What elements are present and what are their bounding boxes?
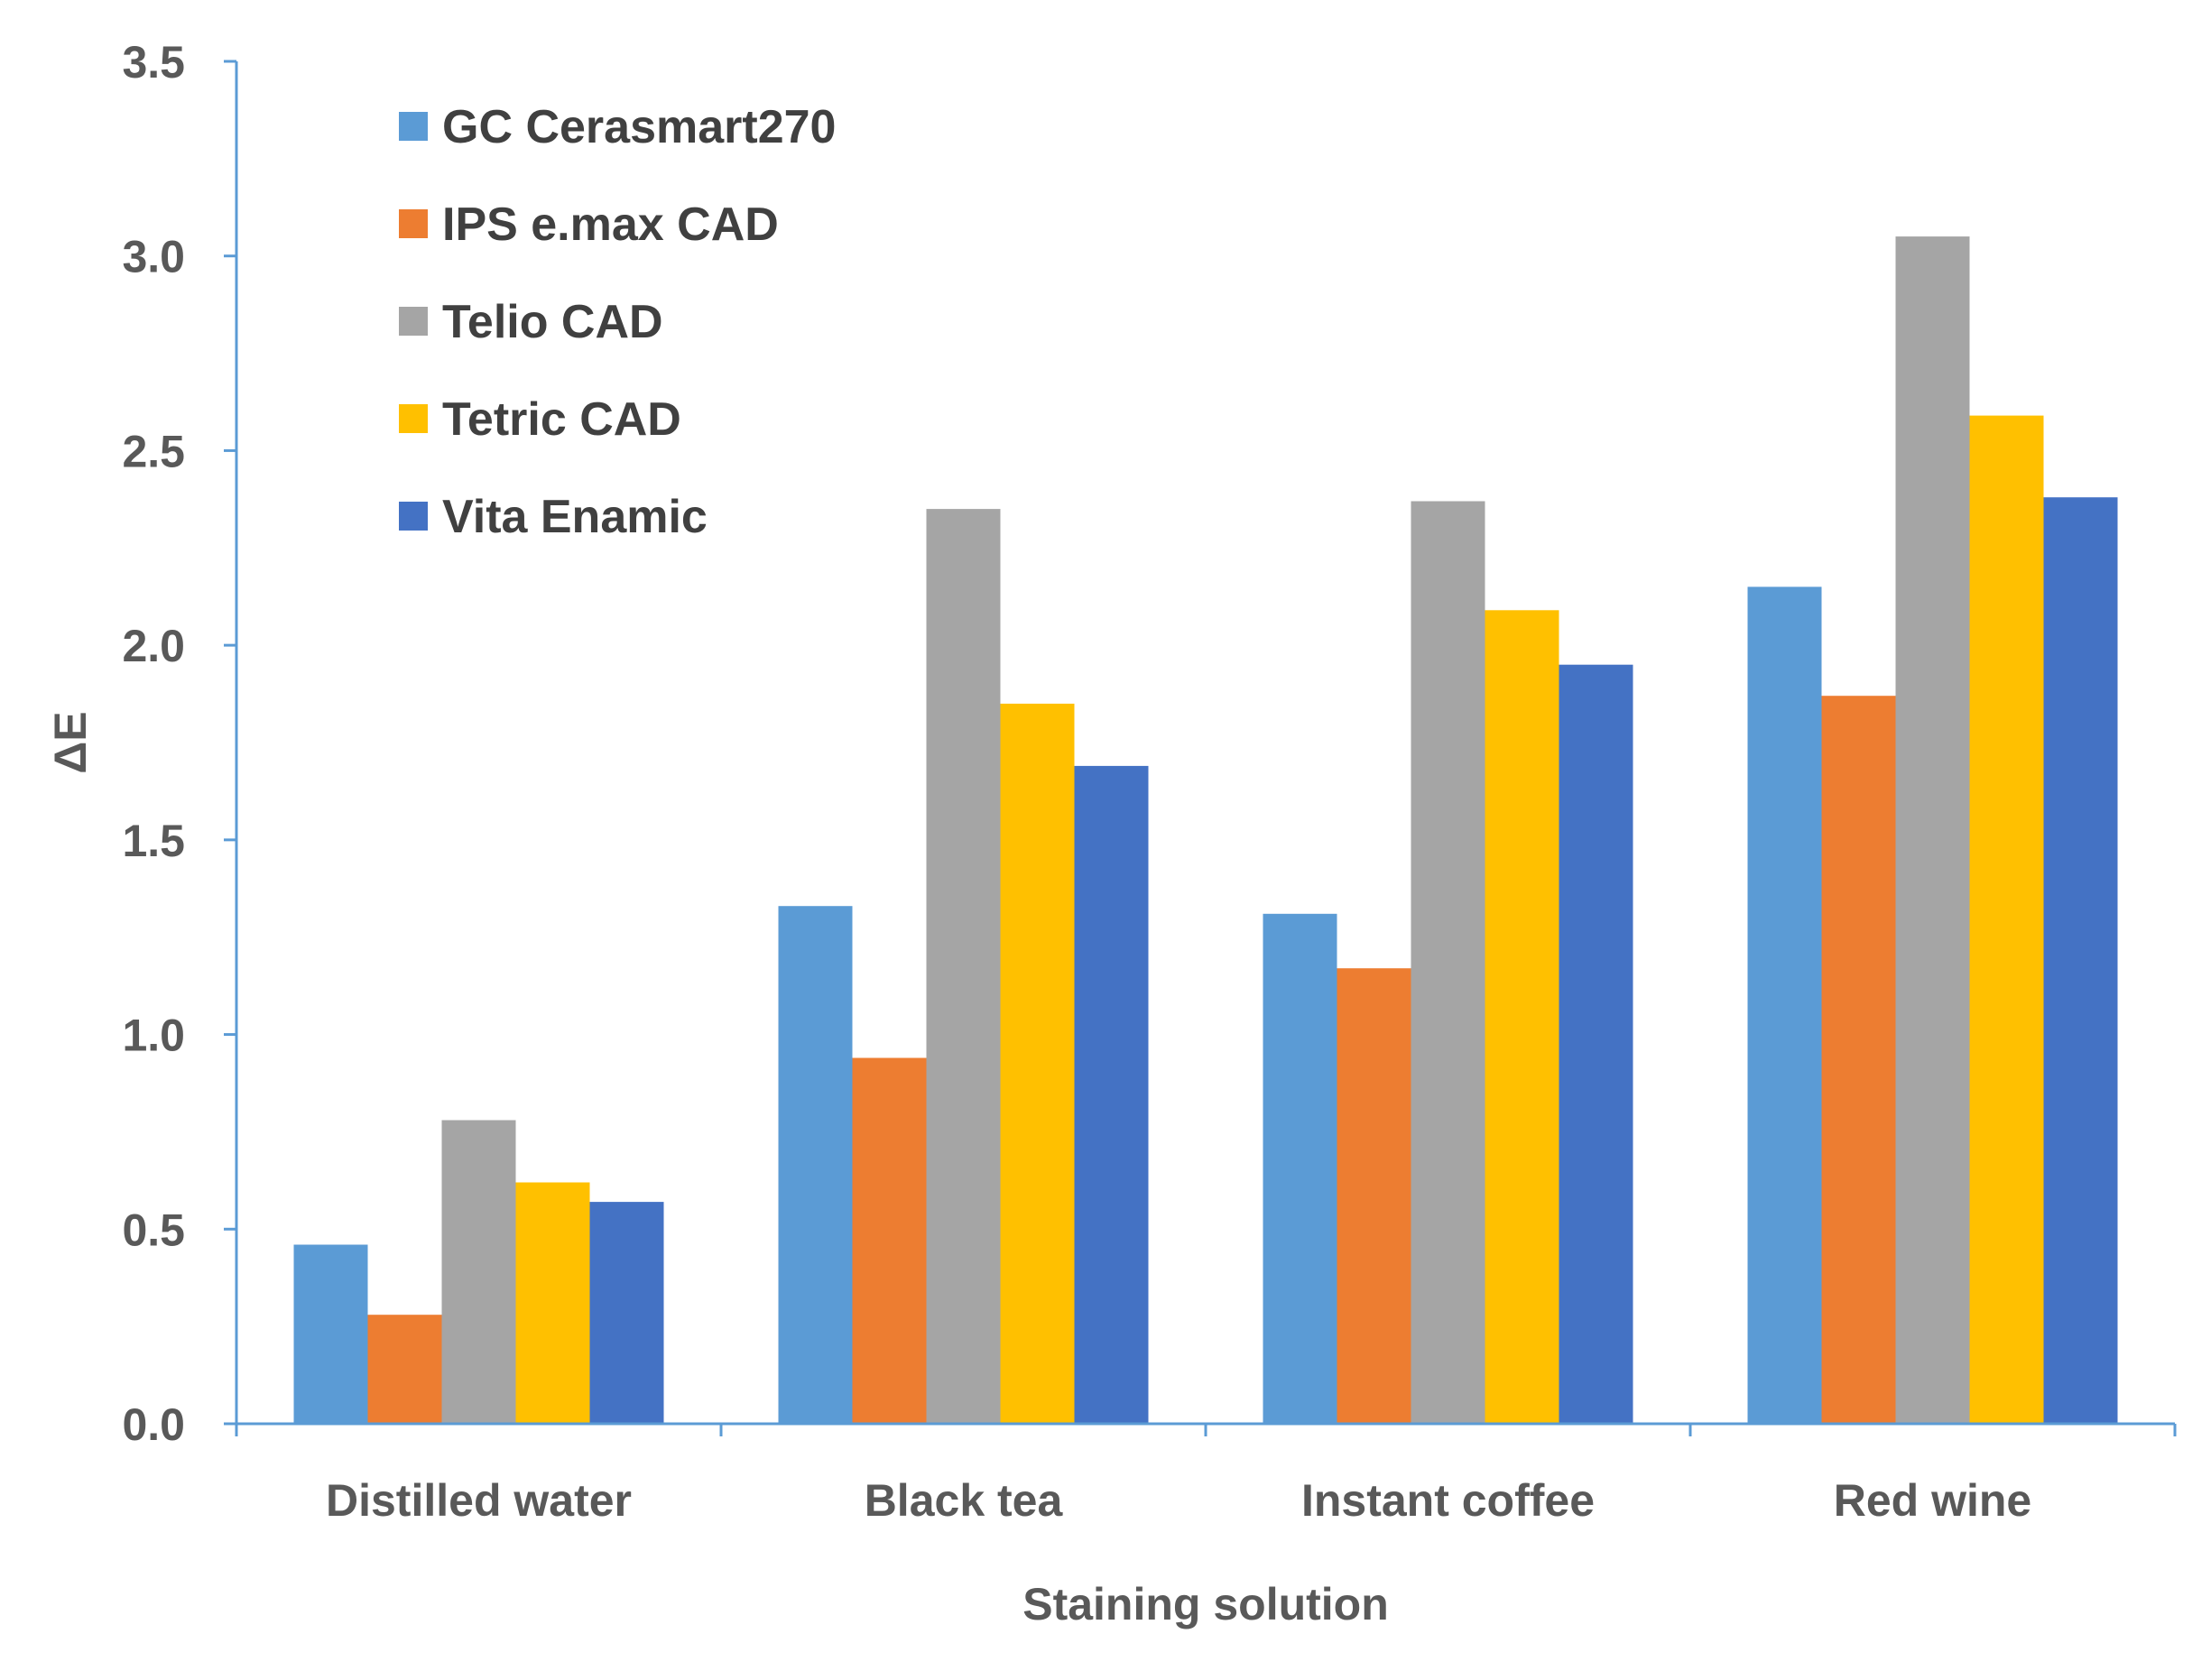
y-tick-label: 2.5 [122,426,185,476]
y-tick-label: 0.5 [122,1205,185,1255]
axes-group [224,60,2177,1436]
legend-label: IPS e.max CAD [442,198,779,251]
bar-gc-cerasmart270-black-tea [778,906,853,1424]
bar-ips-e-max-cad-instant-coffee [1337,968,1411,1424]
x-category-labels: Distilled water Black tea Instant coffee Re… [326,1475,2031,1526]
bar-telio-cad-black-tea [926,509,1001,1424]
legend: GC Cerasmart270 IPS e.max CAD Telio CAD Tet… [399,101,836,543]
legend-swatch [399,502,428,531]
legend-swatch [399,404,428,433]
x-category-label: Red wine [1834,1475,2031,1526]
legend-swatch [399,112,428,141]
bar-tetric-cad-red-wine [1969,415,2044,1425]
y-tick-label: 1.5 [122,816,185,866]
y-tick-labels: 0.0 0.5 1.0 1.5 2.0 2.5 3.0 3.5 [122,37,185,1450]
bar-gc-cerasmart270-instant-coffee [1263,913,1337,1424]
bar-vita-enamic-instant-coffee [1559,664,1633,1424]
y-axis-title: ΔE [45,711,96,773]
legend-label: Vita Enamic [442,491,708,543]
bar-gc-cerasmart270-red-wine [1747,586,1822,1424]
bar-gc-cerasmart270-distilled-water [293,1244,368,1424]
y-tick-label: 1.0 [122,1011,185,1061]
y-tick-label: 0.0 [122,1399,185,1450]
y-tick-label: 3.5 [122,37,185,88]
x-category-label: Instant coffee [1301,1475,1595,1526]
legend-label: GC Cerasmart270 [442,101,836,153]
bar-tetric-cad-black-tea [1000,703,1075,1424]
x-axis-title: Staining solution [1022,1579,1389,1629]
x-category-label: Black tea [865,1475,1064,1526]
legend-label: Telio CAD [442,296,663,348]
legend-swatch [399,307,428,336]
bar-telio-cad-red-wine [1895,236,1970,1425]
legend-label: Tetric CAD [442,393,681,446]
bar-vita-enamic-distilled-water [589,1202,664,1424]
bar-ips-e-max-cad-black-tea [852,1057,927,1424]
bar-vita-enamic-black-tea [1074,765,1149,1424]
bars-group [293,236,2118,1425]
y-tick-label: 3.0 [122,232,185,282]
bar-ips-e-max-cad-distilled-water [367,1315,442,1424]
bar-telio-cad-instant-coffee [1411,501,1485,1424]
bar-tetric-cad-distilled-water [515,1182,590,1424]
bar-telio-cad-distilled-water [441,1120,516,1424]
bar-ips-e-max-cad-red-wine [1821,696,1896,1424]
x-category-label: Distilled water [326,1475,632,1526]
y-tick-label: 2.0 [122,621,185,671]
bar-vita-enamic-red-wine [2043,497,2118,1425]
legend-swatch [399,209,428,238]
bar-tetric-cad-instant-coffee [1485,610,1559,1424]
